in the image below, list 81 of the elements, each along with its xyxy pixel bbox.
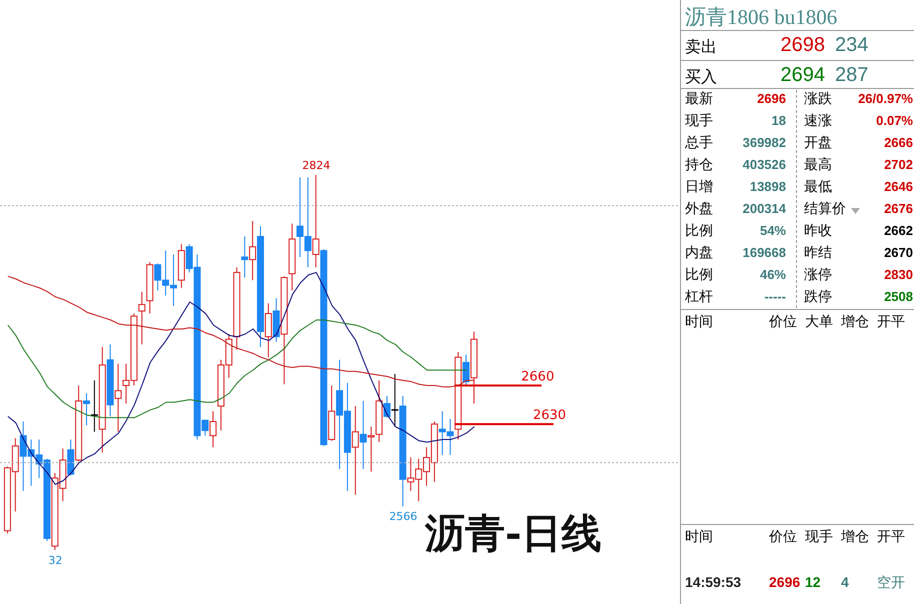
text: 0.07% xyxy=(875,113,913,128)
text: 2662 xyxy=(883,223,913,238)
candlestick xyxy=(312,174,320,268)
text: 昨收 xyxy=(804,222,832,240)
text: 2694 xyxy=(780,64,825,87)
text: 26/0.97% xyxy=(857,91,913,106)
annotation: 2566 xyxy=(389,510,418,524)
text: 2508 xyxy=(883,289,913,304)
text: 杠杆 xyxy=(685,288,713,306)
text: 最新 xyxy=(685,90,713,108)
candlestick xyxy=(462,354,470,386)
text: 总手 xyxy=(685,134,713,152)
text: 沥青-日线 xyxy=(425,509,602,559)
text: 2696 xyxy=(756,91,786,106)
text: 2670 xyxy=(883,245,913,260)
text: 287 xyxy=(835,64,868,87)
text: 跌停 xyxy=(804,288,832,306)
text: 结算价 xyxy=(804,200,846,218)
text: 最高 xyxy=(804,156,832,174)
text: 沥青1806 bu1806 xyxy=(685,4,838,31)
candlestick xyxy=(114,363,122,432)
text: 4 xyxy=(841,574,849,590)
text: 价位 xyxy=(769,528,797,546)
candlestick xyxy=(210,410,217,448)
candlestick xyxy=(249,220,256,281)
candlestick xyxy=(352,406,359,496)
text: 403526 xyxy=(742,157,786,172)
text: 200314 xyxy=(742,201,786,216)
text: 369982 xyxy=(742,135,786,150)
text: 2676 xyxy=(884,201,913,216)
text: 234 xyxy=(835,34,868,57)
text: 最低 xyxy=(804,178,832,196)
text: 18 xyxy=(770,113,786,128)
text: 增仓 xyxy=(841,313,869,331)
text: 开平 xyxy=(877,313,905,331)
text: 比例 xyxy=(685,222,713,240)
annotation: 2824 xyxy=(302,158,330,172)
text: 时间 xyxy=(685,528,713,546)
text: 2666 xyxy=(883,135,913,150)
text: 54% xyxy=(758,223,786,238)
text: 速涨 xyxy=(804,112,832,130)
candlestick xyxy=(241,236,248,278)
text: 开盘 xyxy=(804,134,832,152)
text: 内盘 xyxy=(685,244,713,262)
text: 涨停 xyxy=(804,266,832,284)
candlestick xyxy=(360,400,367,470)
text: 169668 xyxy=(742,245,786,260)
ref-line-label: 2630 xyxy=(532,408,566,424)
candlestick xyxy=(368,426,375,472)
text: 昨结 xyxy=(804,244,832,262)
text: 外盘 xyxy=(685,200,713,218)
candlestick xyxy=(138,291,146,345)
text: 开平 xyxy=(877,528,905,546)
text: 日增 xyxy=(685,178,713,196)
text: 大单 xyxy=(805,313,833,331)
text: 涨跌 xyxy=(804,90,832,108)
text: 46% xyxy=(758,267,786,282)
text: ----- xyxy=(763,289,786,304)
text: 12 xyxy=(805,574,821,590)
text: 2702 xyxy=(883,157,913,172)
text: 2696 xyxy=(769,574,800,590)
text: 增仓 xyxy=(841,528,869,546)
text: 2830 xyxy=(883,267,913,282)
text: 价位 xyxy=(769,313,797,331)
text: 空开 xyxy=(877,574,905,592)
text: 2646 xyxy=(883,179,913,194)
ref-line-label: 2660 xyxy=(521,370,554,385)
text: 卖出 xyxy=(685,37,717,58)
candlestick xyxy=(264,302,272,358)
text: 现手 xyxy=(805,528,833,546)
text: 现手 xyxy=(685,112,713,130)
candlestick xyxy=(390,373,400,428)
text: 14:59:53 xyxy=(685,574,742,590)
text: 买入 xyxy=(685,67,717,88)
text: 13898 xyxy=(748,179,786,194)
text: 比例 xyxy=(685,266,713,284)
text: 持仓 xyxy=(685,156,713,174)
annotation: 32 xyxy=(48,554,62,567)
candlestick xyxy=(83,392,90,426)
text: 时间 xyxy=(685,313,713,331)
text: 2698 xyxy=(780,34,825,57)
